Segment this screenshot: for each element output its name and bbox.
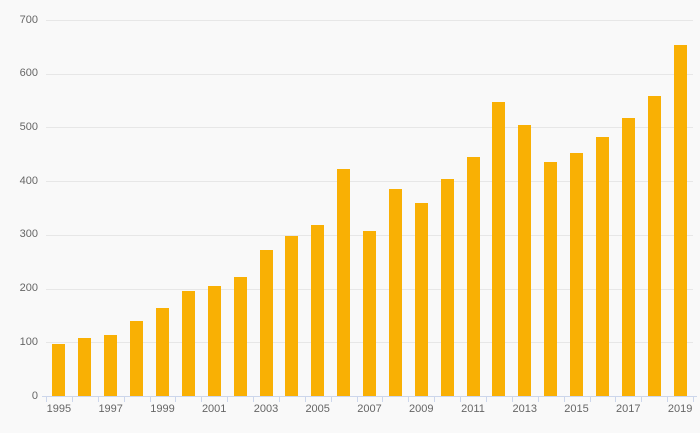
x-axis-tick: [175, 397, 177, 402]
bar[interactable]: [363, 230, 376, 396]
x-axis-tick: [382, 397, 384, 402]
x-axis-tick: [511, 397, 513, 402]
x-axis-tick-label: 2009: [409, 403, 434, 415]
bar[interactable]: [52, 343, 66, 396]
y-axis-tick-label: 200: [19, 282, 38, 294]
x-axis-tick: [693, 397, 694, 402]
x-axis-line: [42, 396, 697, 397]
x-axis-tick-label: 2001: [201, 403, 227, 415]
bar[interactable]: [440, 179, 454, 396]
y-axis-tick-label: 300: [19, 228, 38, 240]
x-axis-tick-label: 2013: [512, 403, 538, 415]
x-axis-tick: [253, 397, 254, 402]
x-axis-tick: [589, 397, 591, 402]
bar[interactable]: [78, 337, 92, 396]
bar[interactable]: [104, 334, 118, 396]
gridline: [46, 20, 693, 21]
bar[interactable]: [673, 44, 687, 396]
x-axis-tick: [71, 397, 73, 402]
gridline: [46, 74, 693, 75]
x-axis-tick: [537, 397, 539, 402]
x-axis-tick: [330, 397, 332, 402]
x-axis-tick-label: 2003: [253, 403, 279, 415]
x-axis-tick: [563, 397, 565, 402]
bar[interactable]: [337, 168, 351, 396]
y-axis-tick-label: 400: [19, 175, 38, 187]
bar[interactable]: [156, 307, 169, 396]
y-axis-tick-label: 700: [19, 14, 38, 26]
x-axis-tick: [667, 397, 669, 402]
x-axis-tick: [434, 397, 436, 402]
bar[interactable]: [259, 249, 273, 396]
x-axis-tick: [486, 397, 487, 402]
x-axis-tick-label: 1995: [46, 403, 72, 415]
bar[interactable]: [621, 118, 635, 396]
y-axis-tick-label: 0: [31, 390, 38, 402]
x-axis-tick-label: 2011: [461, 403, 485, 415]
bar[interactable]: [285, 235, 299, 396]
x-axis-tick-label: 1997: [98, 403, 123, 415]
x-axis-tick: [97, 397, 99, 402]
bar[interactable]: [233, 277, 247, 396]
y-axis-tick-label: 500: [19, 121, 38, 133]
x-axis-tick: [615, 397, 617, 402]
bar[interactable]: [570, 152, 583, 396]
gridline: [46, 181, 693, 182]
x-axis-tick: [227, 397, 229, 402]
bar[interactable]: [388, 189, 402, 396]
x-axis-tick: [641, 397, 643, 402]
x-axis-tick-label: 2005: [305, 403, 330, 415]
gridline: [46, 127, 693, 128]
y-axis-tick-label: 600: [19, 67, 38, 79]
bar[interactable]: [414, 202, 428, 396]
x-axis-tick: [149, 397, 151, 402]
x-axis-tick: [123, 397, 125, 402]
bar[interactable]: [130, 320, 144, 396]
bar[interactable]: [518, 124, 532, 396]
bar[interactable]: [466, 157, 480, 396]
bar[interactable]: [311, 225, 325, 396]
x-axis-tick: [304, 397, 306, 402]
bar[interactable]: [181, 290, 195, 396]
x-axis-tick-label: 2019: [667, 403, 693, 415]
x-axis-tick-label: 2017: [616, 403, 641, 415]
bar[interactable]: [207, 285, 221, 396]
x-axis-tick: [460, 397, 462, 402]
x-axis-tick-label: 1999: [150, 403, 175, 415]
x-axis-tick: [356, 397, 358, 402]
x-axis-tick: [278, 397, 280, 402]
bar[interactable]: [647, 96, 661, 396]
bar[interactable]: [492, 101, 506, 396]
bar[interactable]: [544, 161, 558, 396]
x-axis-tick: [408, 397, 410, 402]
bar[interactable]: [595, 137, 609, 396]
x-axis-tick: [46, 397, 47, 402]
x-axis-tick-label: 2015: [564, 403, 589, 415]
x-axis-tick-label: 2007: [357, 403, 382, 415]
y-axis-tick-label: 100: [19, 336, 38, 348]
x-axis-tick: [201, 397, 203, 402]
